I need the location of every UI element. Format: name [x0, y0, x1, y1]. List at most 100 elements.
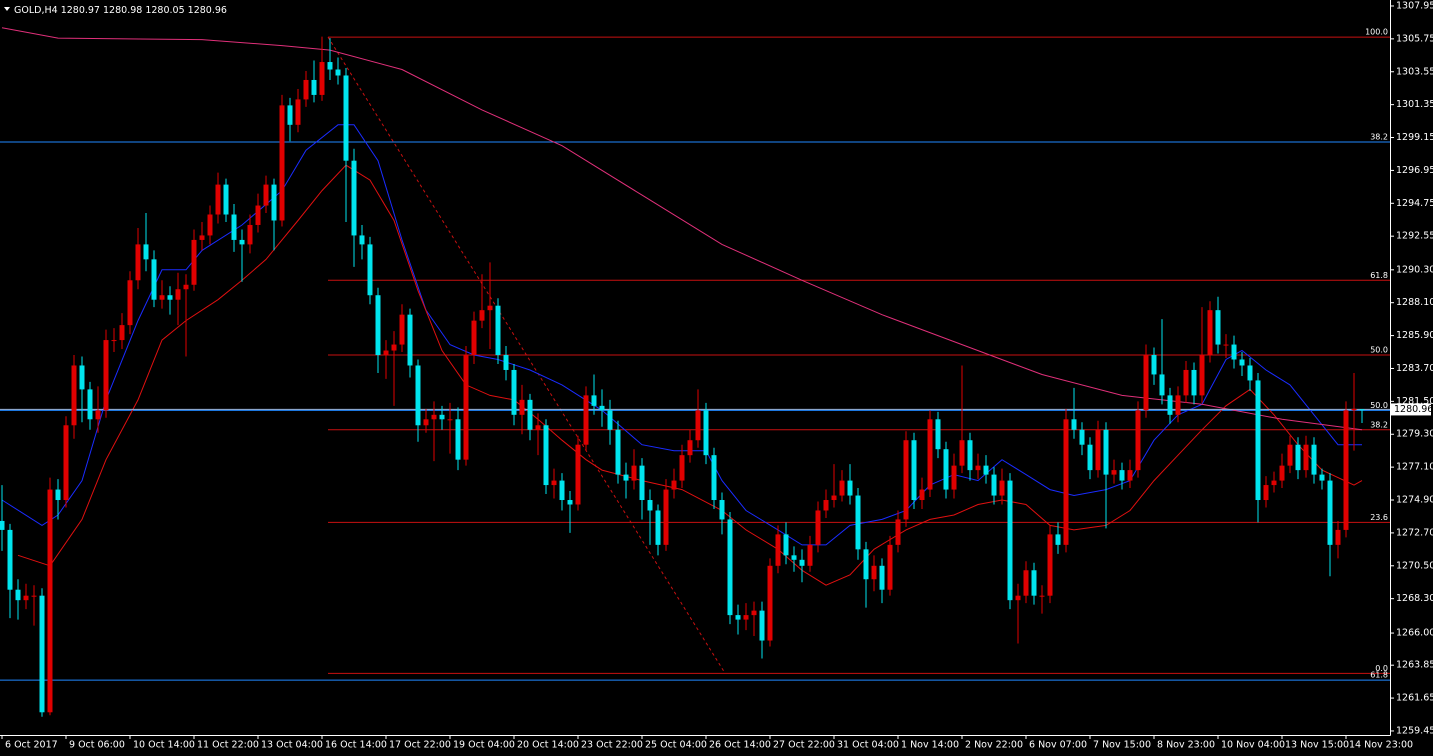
candle-body [631, 465, 637, 481]
candle-body [1023, 570, 1029, 596]
candle-body [967, 440, 973, 471]
candle-body [79, 365, 85, 390]
candle-body [159, 295, 165, 300]
candle-body [199, 235, 205, 240]
fib-label: 38.2 [1370, 420, 1388, 429]
candle-body [367, 244, 373, 296]
candle-body [311, 79, 317, 95]
y-tick-label: 1283.70 [1396, 363, 1433, 374]
candle-body [335, 69, 341, 76]
candle-body [247, 224, 253, 245]
candle-body [1095, 429, 1101, 471]
candle-body [911, 440, 917, 501]
x-tick-label: 25 Oct 04:00 [645, 740, 707, 751]
candle-body [591, 395, 597, 406]
candle-body [1191, 369, 1197, 396]
candle-body [1047, 534, 1053, 596]
candle-body [663, 489, 669, 545]
candle-body [495, 305, 501, 356]
candle-body [1359, 409, 1365, 411]
candle-body [423, 419, 429, 426]
candle-body [191, 239, 197, 285]
candle-body [1279, 465, 1285, 481]
candle-body [95, 410, 101, 420]
y-tick-label: 1305.75 [1396, 33, 1433, 44]
y-tick-label: 1296.95 [1396, 165, 1433, 176]
candle-body [487, 305, 493, 311]
fib-label: 23.6 [1370, 513, 1388, 522]
candle-body [943, 449, 949, 490]
candle-body [1039, 595, 1045, 597]
candle-body [135, 244, 141, 281]
candle-body [1159, 374, 1165, 396]
candle-body [1183, 369, 1189, 396]
candle-body [807, 544, 813, 566]
y-tick-label: 1290.30 [1396, 264, 1433, 275]
candle-body [1247, 365, 1253, 381]
candle-body [767, 565, 773, 641]
candle-body [887, 544, 893, 590]
candle-body [303, 79, 309, 100]
candle-body [743, 615, 749, 620]
menu-icon[interactable] [4, 7, 10, 11]
candle-body [319, 62, 325, 95]
y-tick-label: 1307.95 [1396, 0, 1433, 11]
candle-body [351, 160, 357, 236]
candle-body [7, 529, 13, 590]
candle-body [1055, 534, 1061, 545]
y-tick-label: 1263.85 [1396, 660, 1433, 671]
candle-body [671, 480, 677, 490]
candle-body [559, 480, 565, 501]
candle-body [415, 365, 421, 426]
candle-body [519, 399, 525, 415]
x-tick-label: 10 Oct 14:00 [133, 740, 195, 751]
candle-body [535, 425, 541, 430]
candle-body [463, 355, 469, 460]
price-label-box [1391, 403, 1431, 416]
candle-body [895, 519, 901, 545]
candle-body [655, 510, 661, 545]
x-tick-label: 9 Oct 06:00 [69, 740, 125, 751]
candle-body [151, 259, 157, 300]
indicator-line [1, 27, 1363, 431]
candle-body [543, 425, 549, 486]
candle-body [407, 314, 413, 366]
last-close: 1280.96 [188, 5, 227, 16]
fib-label: 61.8 [1370, 271, 1388, 280]
candle-body [1215, 310, 1221, 345]
candle-body [207, 214, 213, 236]
y-tick-label: 1285.90 [1396, 330, 1433, 341]
y-tick-label: 1261.65 [1396, 693, 1433, 704]
y-tick-label: 1266.00 [1396, 628, 1433, 639]
candle-body [863, 549, 869, 580]
candle-body [223, 184, 229, 215]
y-tick-label: 1303.55 [1396, 66, 1433, 77]
candle-body [255, 205, 261, 225]
candle-body [295, 99, 301, 125]
candle-body [615, 429, 621, 475]
candle-body [999, 480, 1005, 496]
candle-body [1239, 359, 1245, 366]
y-tick-label: 1268.30 [1396, 593, 1433, 604]
candle-body [599, 405, 605, 411]
candle-body [919, 489, 925, 501]
candle-body [847, 480, 853, 496]
candle-body [879, 565, 885, 590]
candle-body [935, 419, 941, 450]
candle-body [343, 75, 349, 161]
x-tick-label: 7 Nov 15:00 [1093, 740, 1151, 751]
candle-body [143, 244, 149, 260]
candle-body [695, 410, 701, 441]
candle-body [1255, 380, 1261, 501]
candle-body [687, 440, 693, 456]
candle-body [815, 510, 821, 545]
candle-body [791, 555, 797, 560]
candle-body [167, 295, 173, 300]
candle-body [1135, 410, 1141, 471]
candle-body [1319, 474, 1325, 481]
candle-body [87, 389, 93, 420]
candle-body [1199, 355, 1205, 396]
candle-body [1167, 395, 1173, 415]
fib-trendline [327, 36, 726, 674]
candle-body [271, 184, 277, 221]
